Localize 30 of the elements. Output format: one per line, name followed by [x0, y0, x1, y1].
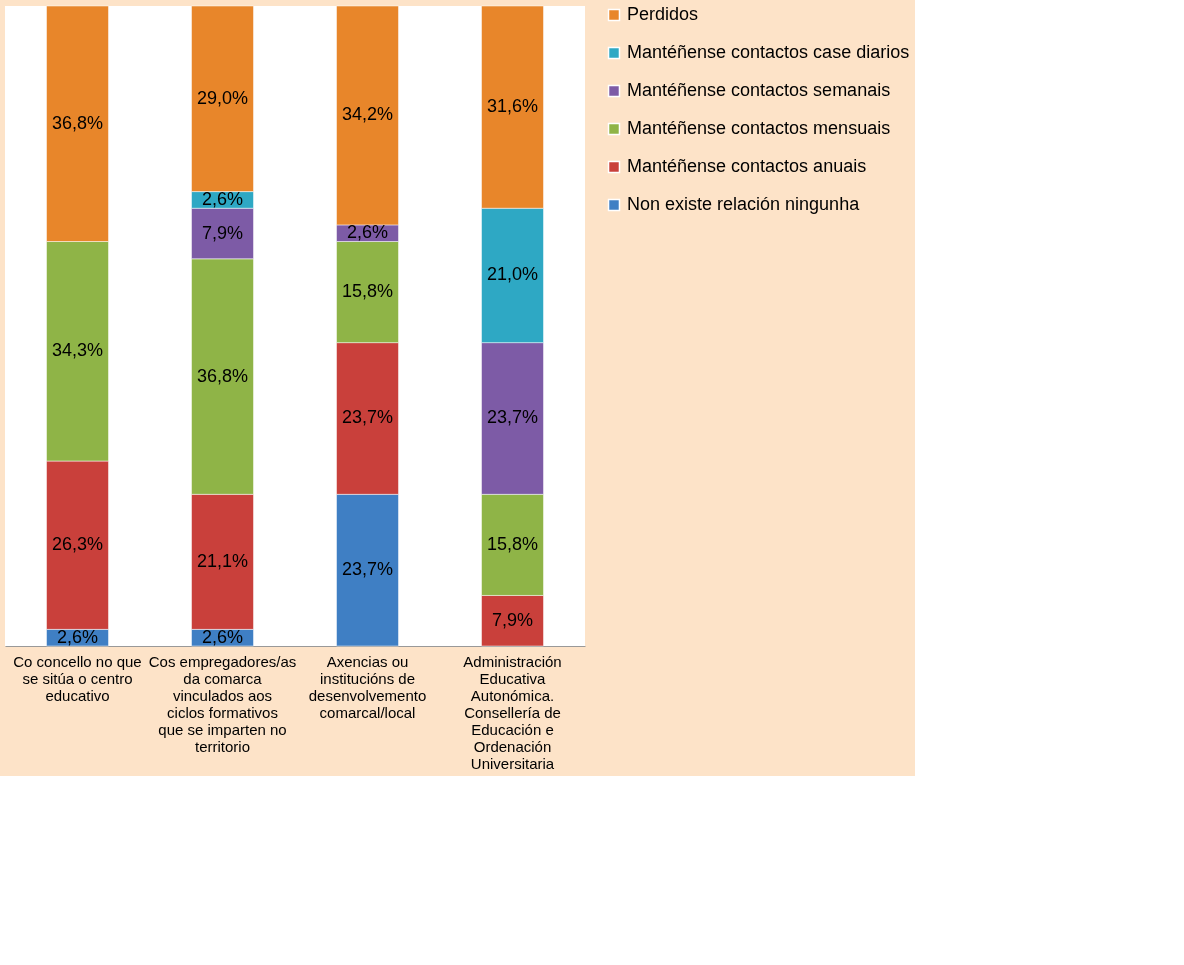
x-tick-label: Administración Educativa Autonómica. Consellería de Educación e Ordenación Universitaria: [463, 652, 562, 772]
data-label: 21,0%: [486, 264, 539, 285]
data-label: 31,6%: [486, 96, 539, 117]
data-label: 23,7%: [341, 559, 394, 580]
x-tick-label: Cos empregadores/as da comarca vinculados aos ciclos formativos que se imparten no territorio: [148, 652, 297, 755]
data-label: 26,3%: [51, 534, 104, 555]
data-label: 36,8%: [51, 112, 104, 133]
legend-label: Mantéñense contactos mensuais: [627, 118, 891, 138]
data-label: 7,9%: [201, 222, 244, 243]
data-label: 21,1%: [196, 550, 249, 571]
data-label: 34,3%: [51, 340, 104, 361]
data-label: 2,6%: [201, 188, 244, 209]
data-label: 15,8%: [341, 281, 394, 302]
legend-label: Perdidos: [627, 4, 699, 24]
data-label: 2,6%: [346, 222, 389, 243]
data-label: 36,8%: [196, 365, 249, 386]
data-label: 7,9%: [491, 609, 534, 630]
data-label: 2,6%: [56, 626, 99, 647]
legend-label: Mantéñense contactos anuais: [627, 156, 867, 176]
data-label: 29,0%: [196, 87, 249, 108]
x-tick-label: Co concello no que se sitúa o centro educativo: [13, 652, 142, 704]
data-label: 23,7%: [486, 407, 539, 428]
legend-label: Mantéñense contactos semanais: [627, 80, 891, 100]
legend-label: Non existe relación ningunha: [627, 194, 861, 214]
data-label: 34,2%: [341, 104, 394, 125]
legend-label: Mantéñense contactos case diarios: [627, 42, 910, 62]
data-label: 23,7%: [341, 407, 394, 428]
data-label: 15,8%: [486, 533, 539, 554]
data-label: 2,6%: [201, 626, 244, 647]
x-tick-label: Axencias ou institucións de desenvolvemento comarcal/local: [308, 652, 427, 721]
